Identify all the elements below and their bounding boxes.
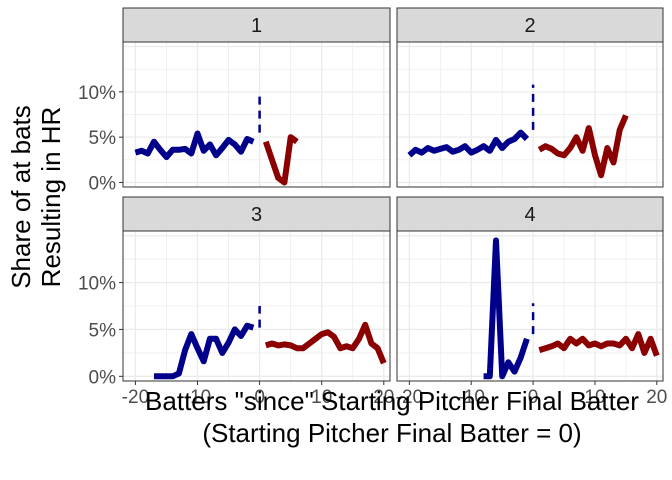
facet-3: 30%5%10%-20 -10 0 10 20 [78,197,394,408]
x-axis-title-line2: (Starting Pitcher Final Batter = 0) [202,418,581,448]
y-axis-title-line2: Resulting in HR [36,107,66,288]
facet-strip-label: 4 [524,204,535,226]
facet-strip-label: 1 [251,15,262,37]
x-axis-title-line1: Batters "since" Starting Pitcher Final B… [145,386,639,416]
facet-1: 10%5%10% [78,8,390,194]
y-tick-label: 0% [89,367,117,388]
facet-strip-label: 2 [524,15,535,37]
y-axis-title-line1: Share of at bats [6,105,36,289]
x-tick-label: 20 [646,387,667,408]
y-tick-label: 5% [89,128,117,149]
y-tick-label: 0% [89,173,117,194]
y-tick-label: 10% [78,274,116,295]
y-tick-label: 10% [78,83,116,104]
facet-panels: 10%5%10%230%5%10%-20 -10 0 10 204-20 -10 0 10 20 [78,8,667,408]
facet-2: 2 [397,8,663,187]
y-tick-label: 5% [89,320,117,341]
facet-4: 4-20 -10 0 10 20 [396,197,668,408]
facet-strip-label: 3 [251,204,262,226]
